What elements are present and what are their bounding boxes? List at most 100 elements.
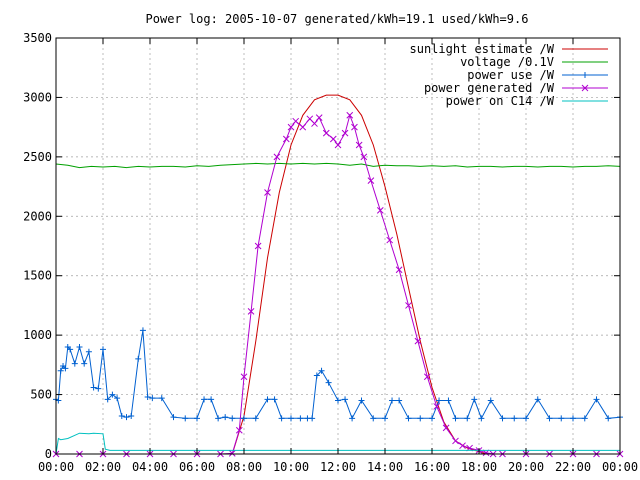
x-tick-label: 02:00	[85, 460, 121, 474]
data-point	[57, 367, 64, 374]
data-point	[144, 393, 151, 400]
data-point	[182, 415, 189, 422]
data-point	[478, 415, 485, 422]
data-point	[135, 355, 142, 362]
y-tick-label: 0	[45, 447, 52, 461]
legend-label: power use /W	[467, 68, 554, 82]
legend-label: sunlight estimate /W	[410, 42, 555, 56]
data-point	[95, 385, 102, 392]
data-point	[292, 117, 300, 125]
data-point	[81, 360, 88, 367]
legend-label: power on C14 /W	[446, 94, 555, 108]
data-point	[417, 415, 424, 422]
data-point	[194, 415, 200, 422]
data-point	[252, 415, 259, 422]
data-point	[264, 396, 271, 403]
data-point	[593, 396, 600, 403]
data-point	[228, 450, 236, 457]
x-tick-label: 20:00	[508, 460, 544, 474]
data-point	[471, 396, 478, 403]
data-point	[235, 426, 243, 434]
series-2	[53, 327, 623, 422]
data-point	[452, 437, 459, 445]
y-tick-label: 3000	[23, 90, 52, 104]
data-point	[349, 415, 356, 422]
data-point	[247, 308, 255, 315]
data-point	[346, 111, 354, 119]
data-point	[334, 141, 342, 149]
data-point	[358, 397, 365, 404]
data-point	[297, 415, 304, 422]
data-point	[414, 337, 422, 345]
data-point	[315, 114, 323, 121]
data-point	[335, 397, 341, 404]
data-point	[523, 415, 529, 422]
data-point	[100, 346, 106, 353]
y-tick-label: 1000	[23, 328, 52, 342]
data-point	[264, 189, 271, 196]
series-0	[231, 94, 487, 455]
data-point	[386, 236, 394, 244]
data-point	[90, 384, 97, 391]
data-point	[222, 414, 229, 421]
series-line	[55, 162, 621, 169]
legend-marker	[581, 84, 589, 92]
data-point	[570, 415, 576, 422]
data-point	[287, 123, 295, 131]
data-point	[288, 415, 294, 422]
data-point	[360, 153, 368, 161]
data-point	[423, 373, 431, 381]
data-point	[442, 424, 450, 432]
data-point	[329, 135, 337, 143]
data-point	[128, 412, 135, 419]
data-point	[62, 365, 69, 372]
data-point	[201, 396, 208, 403]
data-point	[546, 415, 553, 422]
data-point	[341, 129, 349, 137]
x-tick-label: 08:00	[226, 460, 262, 474]
data-point	[452, 415, 459, 422]
data-point	[273, 153, 281, 161]
data-point	[278, 415, 285, 422]
data-point	[299, 123, 307, 131]
data-point	[396, 397, 403, 404]
data-point	[499, 415, 506, 422]
x-tick-label: 00:00	[602, 460, 638, 474]
data-point	[351, 123, 358, 131]
data-point	[67, 346, 74, 353]
data-point	[318, 367, 325, 374]
data-point	[355, 141, 363, 149]
data-point	[139, 327, 146, 334]
y-tick-label: 2500	[23, 150, 52, 164]
data-point	[464, 415, 471, 422]
series-line	[55, 330, 621, 420]
data-point	[170, 414, 177, 421]
data-point	[395, 266, 403, 274]
data-point	[581, 415, 588, 422]
data-point	[109, 391, 116, 398]
data-point	[511, 415, 518, 422]
series-line	[231, 94, 487, 455]
data-point	[241, 415, 247, 422]
x-tick-label: 16:00	[414, 460, 450, 474]
y-tick-label: 2000	[23, 209, 52, 223]
data-point	[123, 414, 130, 421]
data-point	[85, 348, 92, 355]
x-tick-label: 18:00	[461, 460, 497, 474]
data-point	[282, 135, 290, 143]
data-point	[445, 397, 452, 404]
axes: 0 500 1000 1500 2000 2500 3000 3500 00:00 02:00 04…	[23, 31, 638, 474]
x-tick-label: 06:00	[179, 460, 215, 474]
data-point	[487, 397, 494, 404]
data-point	[325, 379, 332, 386]
data-point	[322, 129, 330, 137]
data-point	[429, 415, 435, 422]
data-point	[367, 177, 375, 184]
x-tick-label: 10:00	[273, 460, 309, 474]
data-point	[342, 396, 349, 403]
data-point	[71, 360, 78, 367]
data-point	[313, 372, 320, 379]
data-point	[208, 396, 215, 403]
